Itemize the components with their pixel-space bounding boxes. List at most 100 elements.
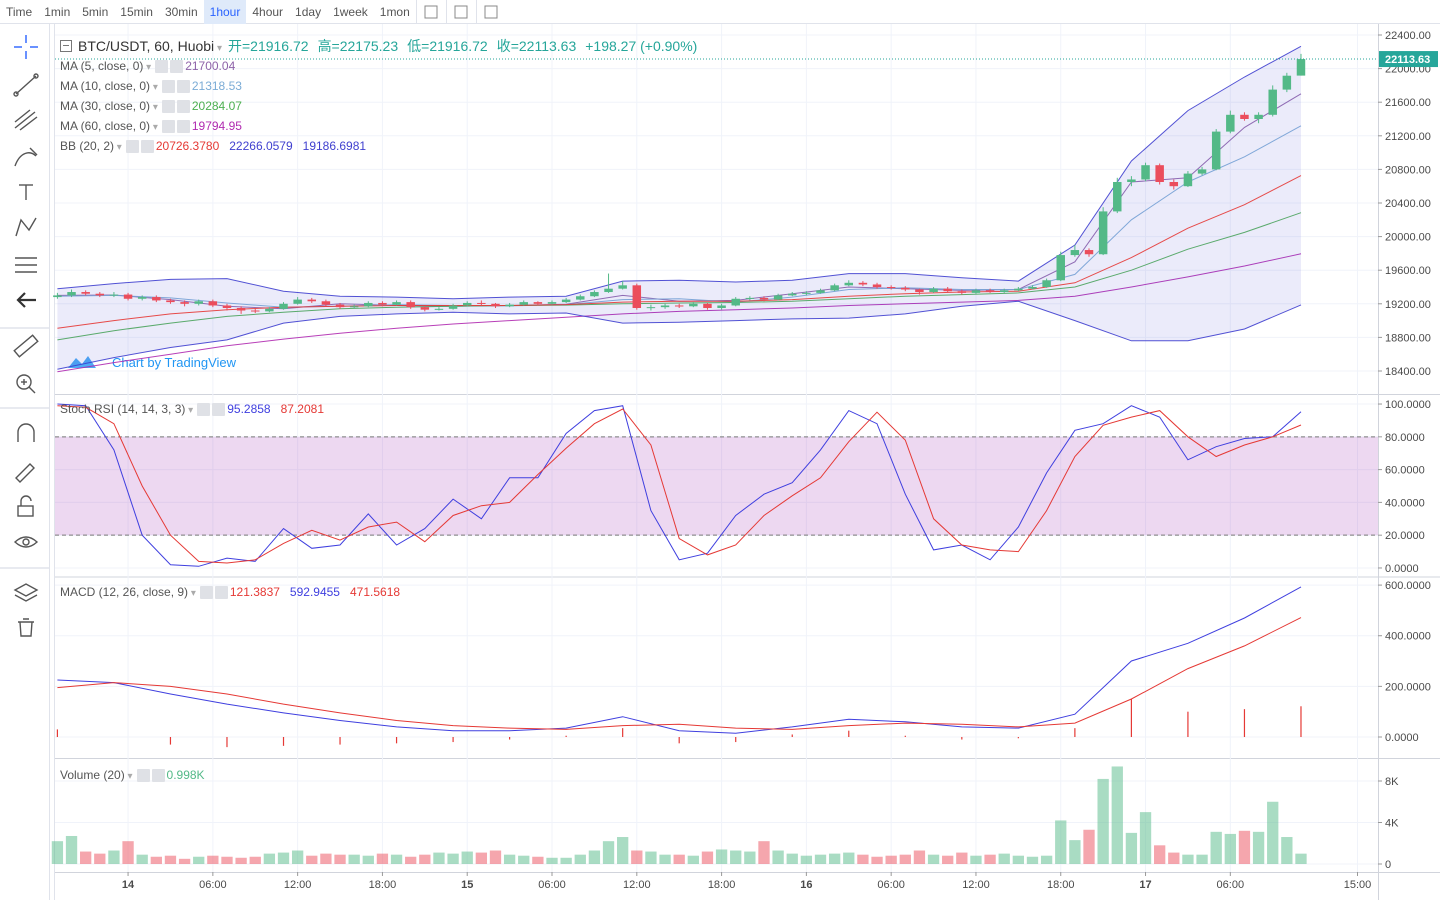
candle-body bbox=[67, 292, 76, 296]
prediction-tool[interactable] bbox=[15, 257, 37, 273]
interval-button[interactable]: 1mon bbox=[379, 4, 410, 19]
candle-body bbox=[759, 297, 769, 300]
volume-bar bbox=[291, 850, 304, 865]
zoom-tool[interactable] bbox=[16, 374, 36, 394]
volume-bar bbox=[942, 855, 954, 865]
lock-drawing-tool[interactable] bbox=[15, 463, 35, 483]
x-tick-label: 18:00 bbox=[1047, 879, 1075, 891]
volume-bar bbox=[65, 835, 78, 865]
y-tick-label: 20.0000 bbox=[1385, 530, 1425, 542]
text-tool[interactable] bbox=[19, 184, 33, 200]
chart-style-button[interactable] bbox=[415, 0, 446, 24]
layers-tool[interactable] bbox=[13, 583, 39, 602]
y-tick-label: 40.0000 bbox=[1385, 497, 1425, 509]
indicator-line bbox=[57, 300, 1302, 370]
volume-bar bbox=[80, 851, 92, 865]
candle-body bbox=[1141, 165, 1150, 180]
candle-body bbox=[533, 302, 543, 304]
candle-body bbox=[1282, 75, 1292, 90]
candle-body bbox=[576, 296, 585, 300]
x-tick-label: 15 bbox=[461, 879, 473, 891]
volume-bar bbox=[334, 854, 346, 865]
volume-bar bbox=[701, 851, 714, 865]
y-tick-label: 21200.00 bbox=[1385, 131, 1431, 143]
watermark-logo bbox=[68, 356, 96, 368]
candle-body bbox=[717, 305, 726, 308]
candle-body bbox=[349, 306, 359, 308]
ruler-tool[interactable] bbox=[13, 334, 39, 358]
volume-bar bbox=[503, 854, 516, 865]
interval-button[interactable]: 1day bbox=[295, 4, 322, 19]
volume-bar bbox=[1224, 833, 1236, 865]
candle-body bbox=[703, 303, 712, 308]
interval-button[interactable]: 5min bbox=[82, 4, 109, 19]
back-tool[interactable] bbox=[16, 292, 36, 308]
volume-bar bbox=[1097, 778, 1109, 865]
candle-body bbox=[1268, 89, 1277, 115]
volume-bar bbox=[828, 853, 841, 865]
interval-button[interactable]: 4hour bbox=[252, 4, 284, 19]
indicator-line bbox=[57, 175, 1302, 329]
trendline-tool[interactable] bbox=[13, 73, 39, 97]
candle-body bbox=[378, 302, 387, 305]
volume-bar bbox=[1069, 840, 1081, 865]
band-fill bbox=[55, 436, 1378, 536]
screenshot-button[interactable] bbox=[475, 0, 506, 24]
volume-bar bbox=[1281, 837, 1293, 865]
y-tick-label: 80.0000 bbox=[1385, 432, 1425, 444]
interval-button[interactable]: 30min bbox=[164, 4, 198, 19]
candle-body bbox=[1254, 114, 1263, 120]
fib-tool[interactable] bbox=[14, 109, 38, 131]
interval-button[interactable]: 1week bbox=[333, 4, 368, 19]
y-tick-label: 20800.00 bbox=[1385, 164, 1431, 176]
x-tick-label: 14 bbox=[122, 879, 135, 891]
y-tick-label: 22400.00 bbox=[1385, 30, 1431, 42]
volume-bar bbox=[221, 856, 233, 865]
candle-body bbox=[985, 290, 995, 293]
interval-button[interactable]: Time bbox=[6, 4, 33, 19]
x-tick-label: 06:00 bbox=[538, 879, 566, 891]
interval-button[interactable]: 1hour bbox=[203, 0, 247, 24]
visibility-tool[interactable] bbox=[13, 536, 39, 548]
candle-body bbox=[590, 292, 599, 297]
candle-body bbox=[731, 298, 740, 306]
settings-button[interactable] bbox=[445, 0, 476, 24]
volume-bar bbox=[1238, 830, 1251, 865]
volume-bar bbox=[433, 852, 445, 865]
series-line bbox=[57, 405, 1302, 564]
magnet-tool[interactable] bbox=[17, 423, 35, 442]
volume-bar bbox=[489, 850, 502, 865]
delete-tool[interactable] bbox=[18, 618, 34, 637]
crosshair-tool[interactable] bbox=[14, 35, 38, 59]
candle-body bbox=[406, 302, 415, 308]
volume-bar bbox=[249, 856, 261, 865]
candle-body bbox=[1056, 255, 1065, 281]
volume-bar bbox=[1295, 853, 1307, 865]
lock-tool[interactable] bbox=[17, 495, 34, 517]
volume-bar bbox=[574, 854, 586, 865]
volume-bar bbox=[588, 850, 601, 865]
volume-bar bbox=[970, 855, 982, 865]
volume-bar bbox=[235, 857, 247, 865]
volume-bar bbox=[814, 854, 827, 865]
candle-body bbox=[53, 295, 62, 298]
volume-bar bbox=[1055, 820, 1067, 865]
candle-body bbox=[943, 288, 952, 292]
candle-body bbox=[1014, 288, 1023, 291]
volume-bar bbox=[927, 854, 940, 865]
interval-button[interactable]: 1min bbox=[44, 4, 71, 19]
interval-button[interactable]: 15min bbox=[120, 4, 153, 19]
brush-tool[interactable] bbox=[14, 147, 38, 167]
candle-body bbox=[844, 282, 854, 286]
candle-body bbox=[123, 294, 133, 299]
volume-bar bbox=[390, 854, 403, 865]
volume-bar bbox=[730, 850, 742, 865]
y-tick-label: 200.0000 bbox=[1385, 681, 1431, 693]
volume-bar bbox=[998, 853, 1010, 865]
last-price-label: 22113.63 bbox=[1385, 54, 1430, 66]
volume-bar bbox=[659, 854, 671, 865]
pattern-tool[interactable] bbox=[15, 217, 37, 237]
volume-bar bbox=[899, 854, 911, 865]
volume-bar bbox=[956, 852, 968, 865]
